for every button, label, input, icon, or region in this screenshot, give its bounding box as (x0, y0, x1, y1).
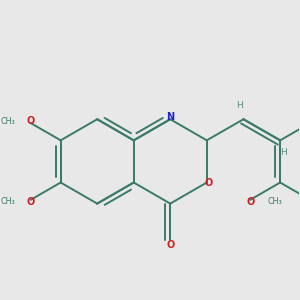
Text: CH₃: CH₃ (0, 197, 15, 206)
Text: CH₃: CH₃ (268, 197, 283, 206)
Text: O: O (166, 240, 174, 250)
Text: H: H (280, 148, 287, 157)
Text: O: O (246, 196, 254, 207)
Text: O: O (27, 116, 35, 126)
Text: O: O (204, 178, 213, 188)
Text: CH₃: CH₃ (0, 117, 15, 126)
Text: N: N (166, 112, 174, 122)
Text: H: H (237, 101, 243, 110)
Text: O: O (27, 196, 35, 207)
